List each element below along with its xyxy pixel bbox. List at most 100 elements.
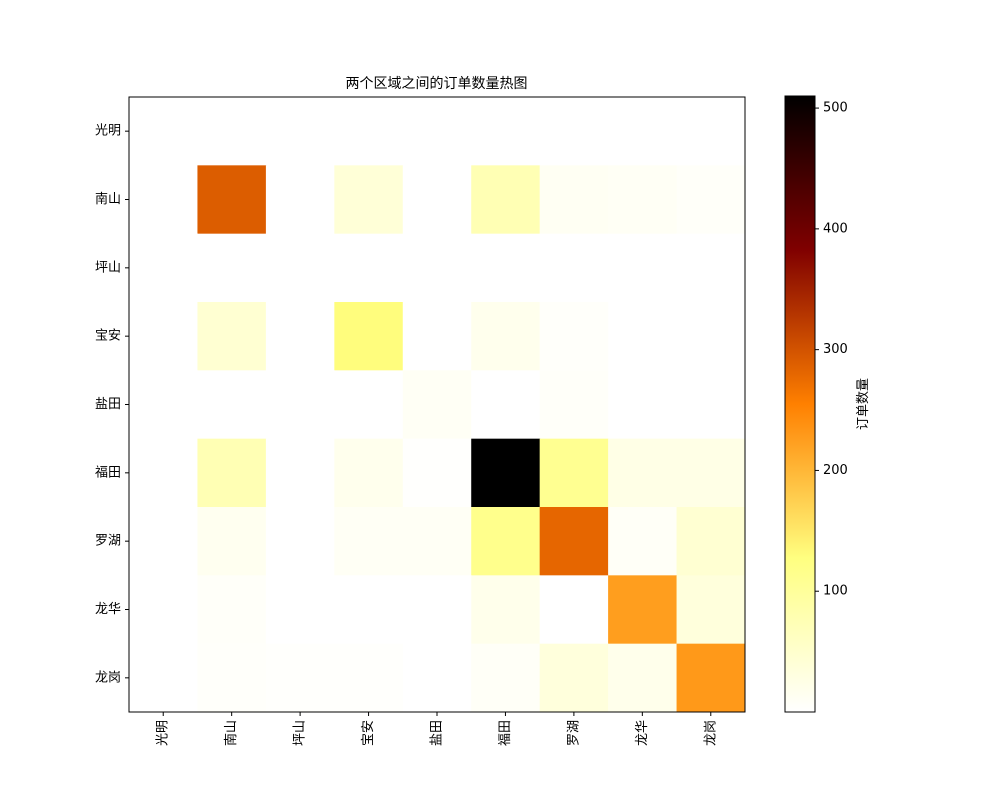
y-tick-label: 南山: [95, 191, 121, 207]
heatmap-cell: [676, 302, 746, 371]
heatmap-cell: [539, 438, 609, 508]
x-tick-label: 福田: [498, 720, 513, 746]
heatmap-cell: [129, 97, 198, 166]
heatmap-cell: [471, 575, 541, 645]
heatmap-cell: [334, 507, 404, 576]
x-tick-label: 罗湖: [566, 720, 581, 746]
heatmap-cell: [608, 370, 678, 440]
heatmap-cell: [129, 302, 198, 371]
heatmap-cell: [197, 165, 267, 235]
heatmap-cell: [676, 438, 746, 508]
x-tick-label: 宝安: [361, 720, 376, 746]
heatmap-cell: [129, 165, 198, 235]
heatmap-cell: [471, 233, 541, 303]
heatmap-cell: [539, 370, 609, 440]
heatmap-cell: [129, 507, 198, 576]
heatmap-cell: [676, 233, 746, 303]
heatmap-cell: [402, 302, 472, 371]
colorbar-tick-label: 400: [823, 221, 848, 236]
heatmap-cell: [608, 302, 678, 371]
heatmap-cell: [471, 507, 541, 576]
heatmap-cell: [197, 97, 267, 166]
colorbar-tick-label: 300: [823, 342, 848, 357]
colorbar-label: 订单数量: [856, 378, 871, 430]
y-tick-label: 福田: [95, 465, 121, 480]
heatmap-cell: [676, 643, 746, 713]
y-tick-label: 龙华: [95, 602, 121, 617]
heatmap-cell: [608, 643, 678, 713]
heatmap-cell: [265, 97, 335, 166]
heatmap-cell: [197, 370, 267, 440]
heatmap-cell: [539, 165, 609, 235]
y-tick-label: 宝安: [95, 329, 121, 344]
heatmap-cell: [676, 165, 746, 235]
x-tick-label: 光明: [156, 720, 171, 746]
y-tick-label: 坪山: [95, 260, 121, 275]
heatmap-cell: [676, 370, 746, 440]
heatmap-cell: [197, 643, 267, 713]
heatmap-cell: [402, 233, 472, 303]
heatmap-cell: [129, 370, 198, 440]
heatmap-cell: [265, 302, 335, 371]
heatmap-cell: [265, 643, 335, 713]
y-tick-label: 龙岗: [95, 670, 121, 685]
heatmap-cell: [265, 507, 335, 576]
heatmap-cell: [676, 97, 746, 166]
heatmap-cell: [129, 643, 198, 713]
heatmap-cell: [539, 233, 609, 303]
heatmap-cell: [402, 507, 472, 576]
x-tick-label: 龙岗: [703, 720, 718, 746]
heatmap-cell: [265, 438, 335, 508]
heatmap-cell: [539, 575, 609, 645]
heatmap-cell: [539, 507, 609, 576]
heatmap-cell: [334, 438, 404, 508]
x-tick-label: 南山: [223, 720, 239, 746]
x-tick-label: 盐田: [430, 720, 445, 746]
heatmap-cell: [129, 438, 198, 508]
heatmap-cell: [539, 302, 609, 371]
heatmap-cell: [402, 575, 472, 645]
heatmap-cell: [197, 302, 267, 371]
colorbar-tick-label: 100: [823, 584, 848, 599]
heatmap-cell: [608, 507, 678, 576]
heatmap-cell: [265, 165, 335, 235]
heatmap-cell: [334, 643, 404, 713]
heatmap-cell: [471, 370, 541, 440]
heatmap-cell: [471, 438, 541, 508]
colorbar-gradient: [784, 95, 816, 713]
heatmap-cell: [608, 233, 678, 303]
y-tick-label: 罗湖: [95, 534, 121, 549]
heatmap-cell: [197, 575, 267, 645]
y-tick-label: 盐田: [95, 397, 121, 412]
heatmap-cell: [402, 370, 472, 440]
heatmap-cells: [129, 97, 746, 713]
heatmap-cell: [334, 97, 404, 166]
heatmap-cell: [265, 233, 335, 303]
heatmap-cell: [608, 575, 678, 645]
x-tick-label: 龙华: [635, 720, 650, 746]
heatmap-cell: [539, 97, 609, 166]
chart-title: 两个区域之间的订单数量热图: [346, 76, 528, 92]
heatmap-cell: [471, 165, 541, 235]
heatmap-cell: [471, 643, 541, 713]
heatmap-cell: [539, 643, 609, 713]
heatmap-cell: [608, 165, 678, 235]
heatmap-cell: [471, 302, 541, 371]
heatmap-cell: [197, 233, 267, 303]
colorbar-tick-label: 500: [823, 101, 848, 116]
x-axis: 光明 南山 坪山 宝安 盐田 福田 罗湖 龙华 龙岗: [156, 712, 718, 746]
colorbar: 100 200 300 400 500 订单数量: [784, 95, 871, 713]
heatmap-cell: [471, 97, 541, 166]
heatmap-cell: [402, 97, 472, 166]
heatmap-cell: [334, 165, 404, 235]
heatmap-cell: [402, 165, 472, 235]
heatmap-cell: [265, 370, 335, 440]
heatmap-cell: [334, 370, 404, 440]
heatmap-cell: [334, 575, 404, 645]
heatmap-cell: [197, 438, 267, 508]
y-tick-label: 光明: [95, 124, 121, 139]
heatmap-cell: [129, 233, 198, 303]
heatmap-cell: [129, 575, 198, 645]
heatmap-cell: [676, 507, 746, 576]
